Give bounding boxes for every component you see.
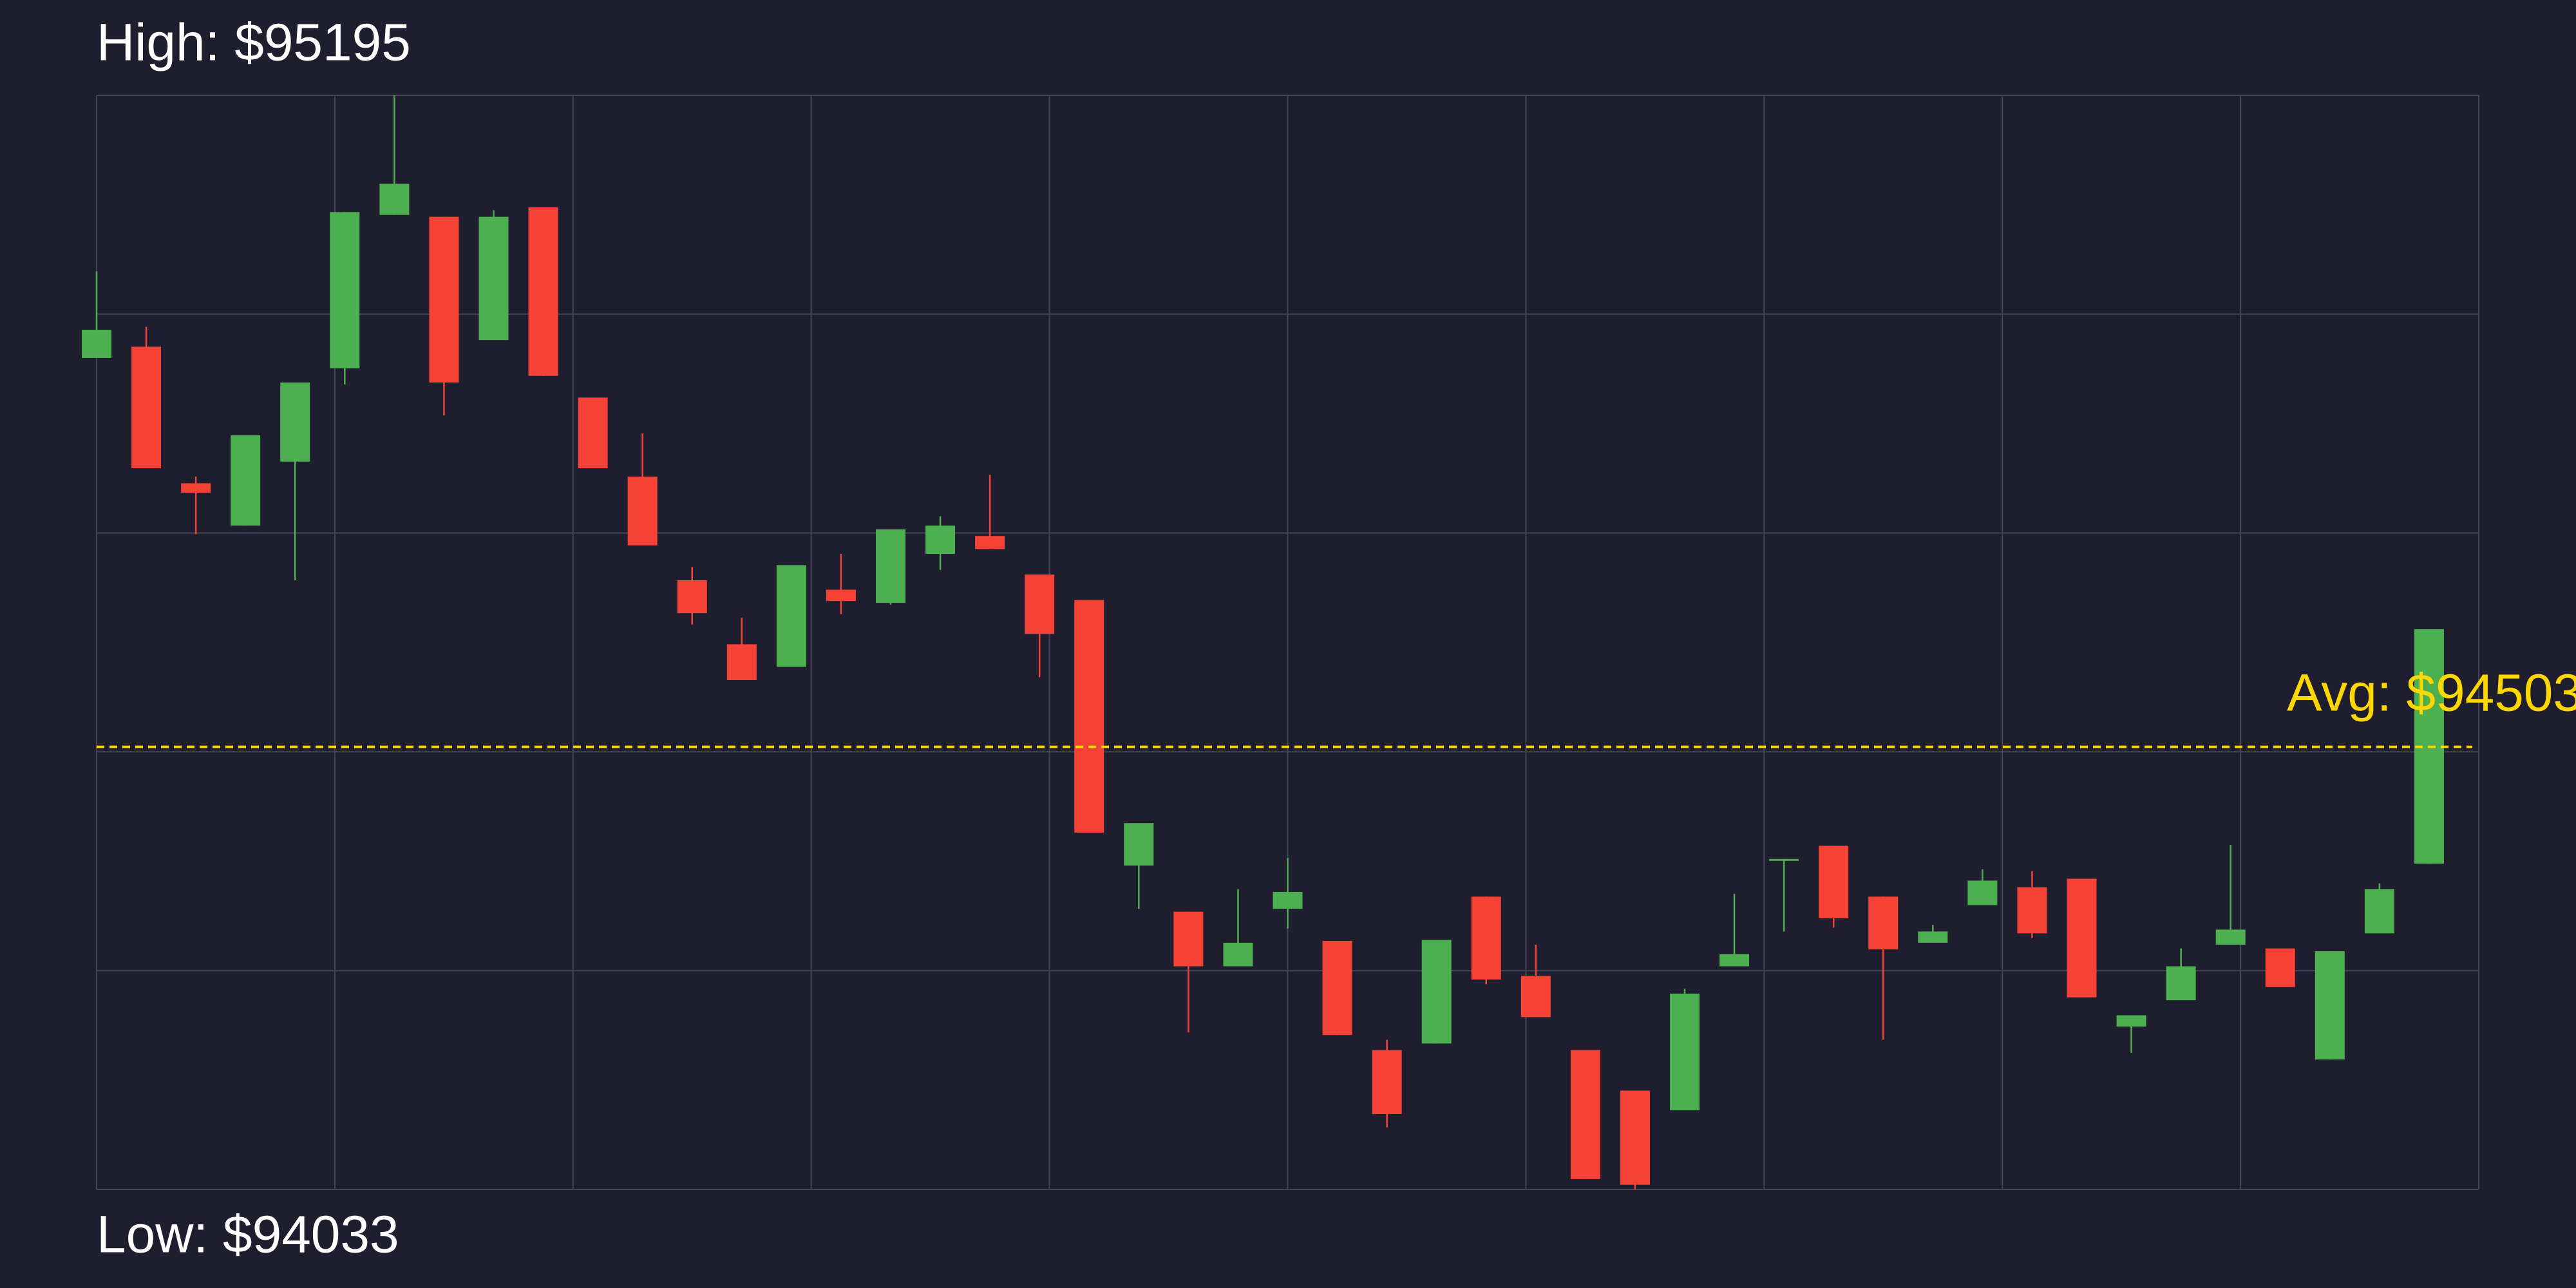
- candle-body: [478, 216, 509, 341]
- candle-body: [925, 526, 956, 554]
- candle-body: [578, 397, 608, 469]
- average-label: Avg: $94503: [2287, 663, 2576, 722]
- candle-body: [1868, 896, 1899, 950]
- candle-body: [1124, 823, 1154, 866]
- candle-body: [2017, 887, 2047, 934]
- candle-body: [1918, 931, 1948, 943]
- candle-body: [528, 207, 558, 376]
- candle-body: [379, 184, 410, 215]
- candle-body: [2265, 948, 2295, 987]
- candle-body: [826, 589, 856, 601]
- candle-body: [1719, 954, 1750, 967]
- candle-body: [330, 212, 360, 369]
- candle-body: [1620, 1090, 1650, 1185]
- low-label: Low: $94033: [97, 1206, 399, 1264]
- candle-body: [429, 216, 459, 383]
- candle-body: [1273, 891, 1303, 909]
- candle-body: [1769, 858, 1799, 861]
- candle-body: [1173, 911, 1204, 967]
- candle-body: [82, 330, 111, 358]
- candle-body: [1025, 574, 1055, 634]
- candle-body: [677, 580, 707, 614]
- candle-body: [1670, 993, 1700, 1111]
- candle-body: [2315, 951, 2345, 1060]
- candle-body: [776, 565, 806, 667]
- candle-body: [280, 382, 310, 462]
- candle-body: [2364, 889, 2394, 934]
- candle-body: [975, 536, 1005, 549]
- candle-body: [1967, 880, 1998, 905]
- candle-body: [2166, 966, 2196, 1001]
- grid: [96, 95, 2479, 1190]
- candle-body: [1322, 940, 1352, 1036]
- candle-body: [1074, 600, 1104, 833]
- candle-body: [627, 477, 658, 545]
- candle-body: [2215, 929, 2246, 945]
- candle-body: [1570, 1050, 1600, 1179]
- candle-body: [1819, 846, 1849, 918]
- candle-body: [1520, 976, 1551, 1018]
- candle-body: [876, 529, 905, 603]
- candle-body: [2067, 878, 2097, 998]
- candle-body: [231, 435, 261, 526]
- high-label: High: $95195: [97, 14, 411, 72]
- candle-body: [1421, 940, 1452, 1044]
- candle-body: [2116, 1015, 2146, 1027]
- candle-body: [1372, 1050, 1402, 1115]
- candle-body: [1471, 896, 1501, 980]
- candle-body: [131, 346, 162, 469]
- candle-body: [1223, 942, 1253, 967]
- candle-body: [181, 483, 211, 493]
- candle-body: [726, 644, 757, 680]
